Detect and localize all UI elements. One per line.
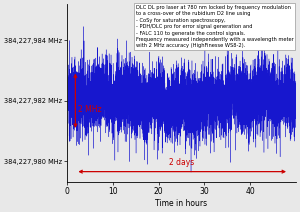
Text: 2 MHz: 2 MHz	[78, 105, 101, 114]
Text: DLC DL pro laser at 780 nm locked by frequency modulation
to a cross-over of the: DLC DL pro laser at 780 nm locked by fre…	[136, 5, 293, 49]
Text: 2 days: 2 days	[169, 158, 194, 167]
X-axis label: Time in hours: Time in hours	[155, 199, 208, 208]
